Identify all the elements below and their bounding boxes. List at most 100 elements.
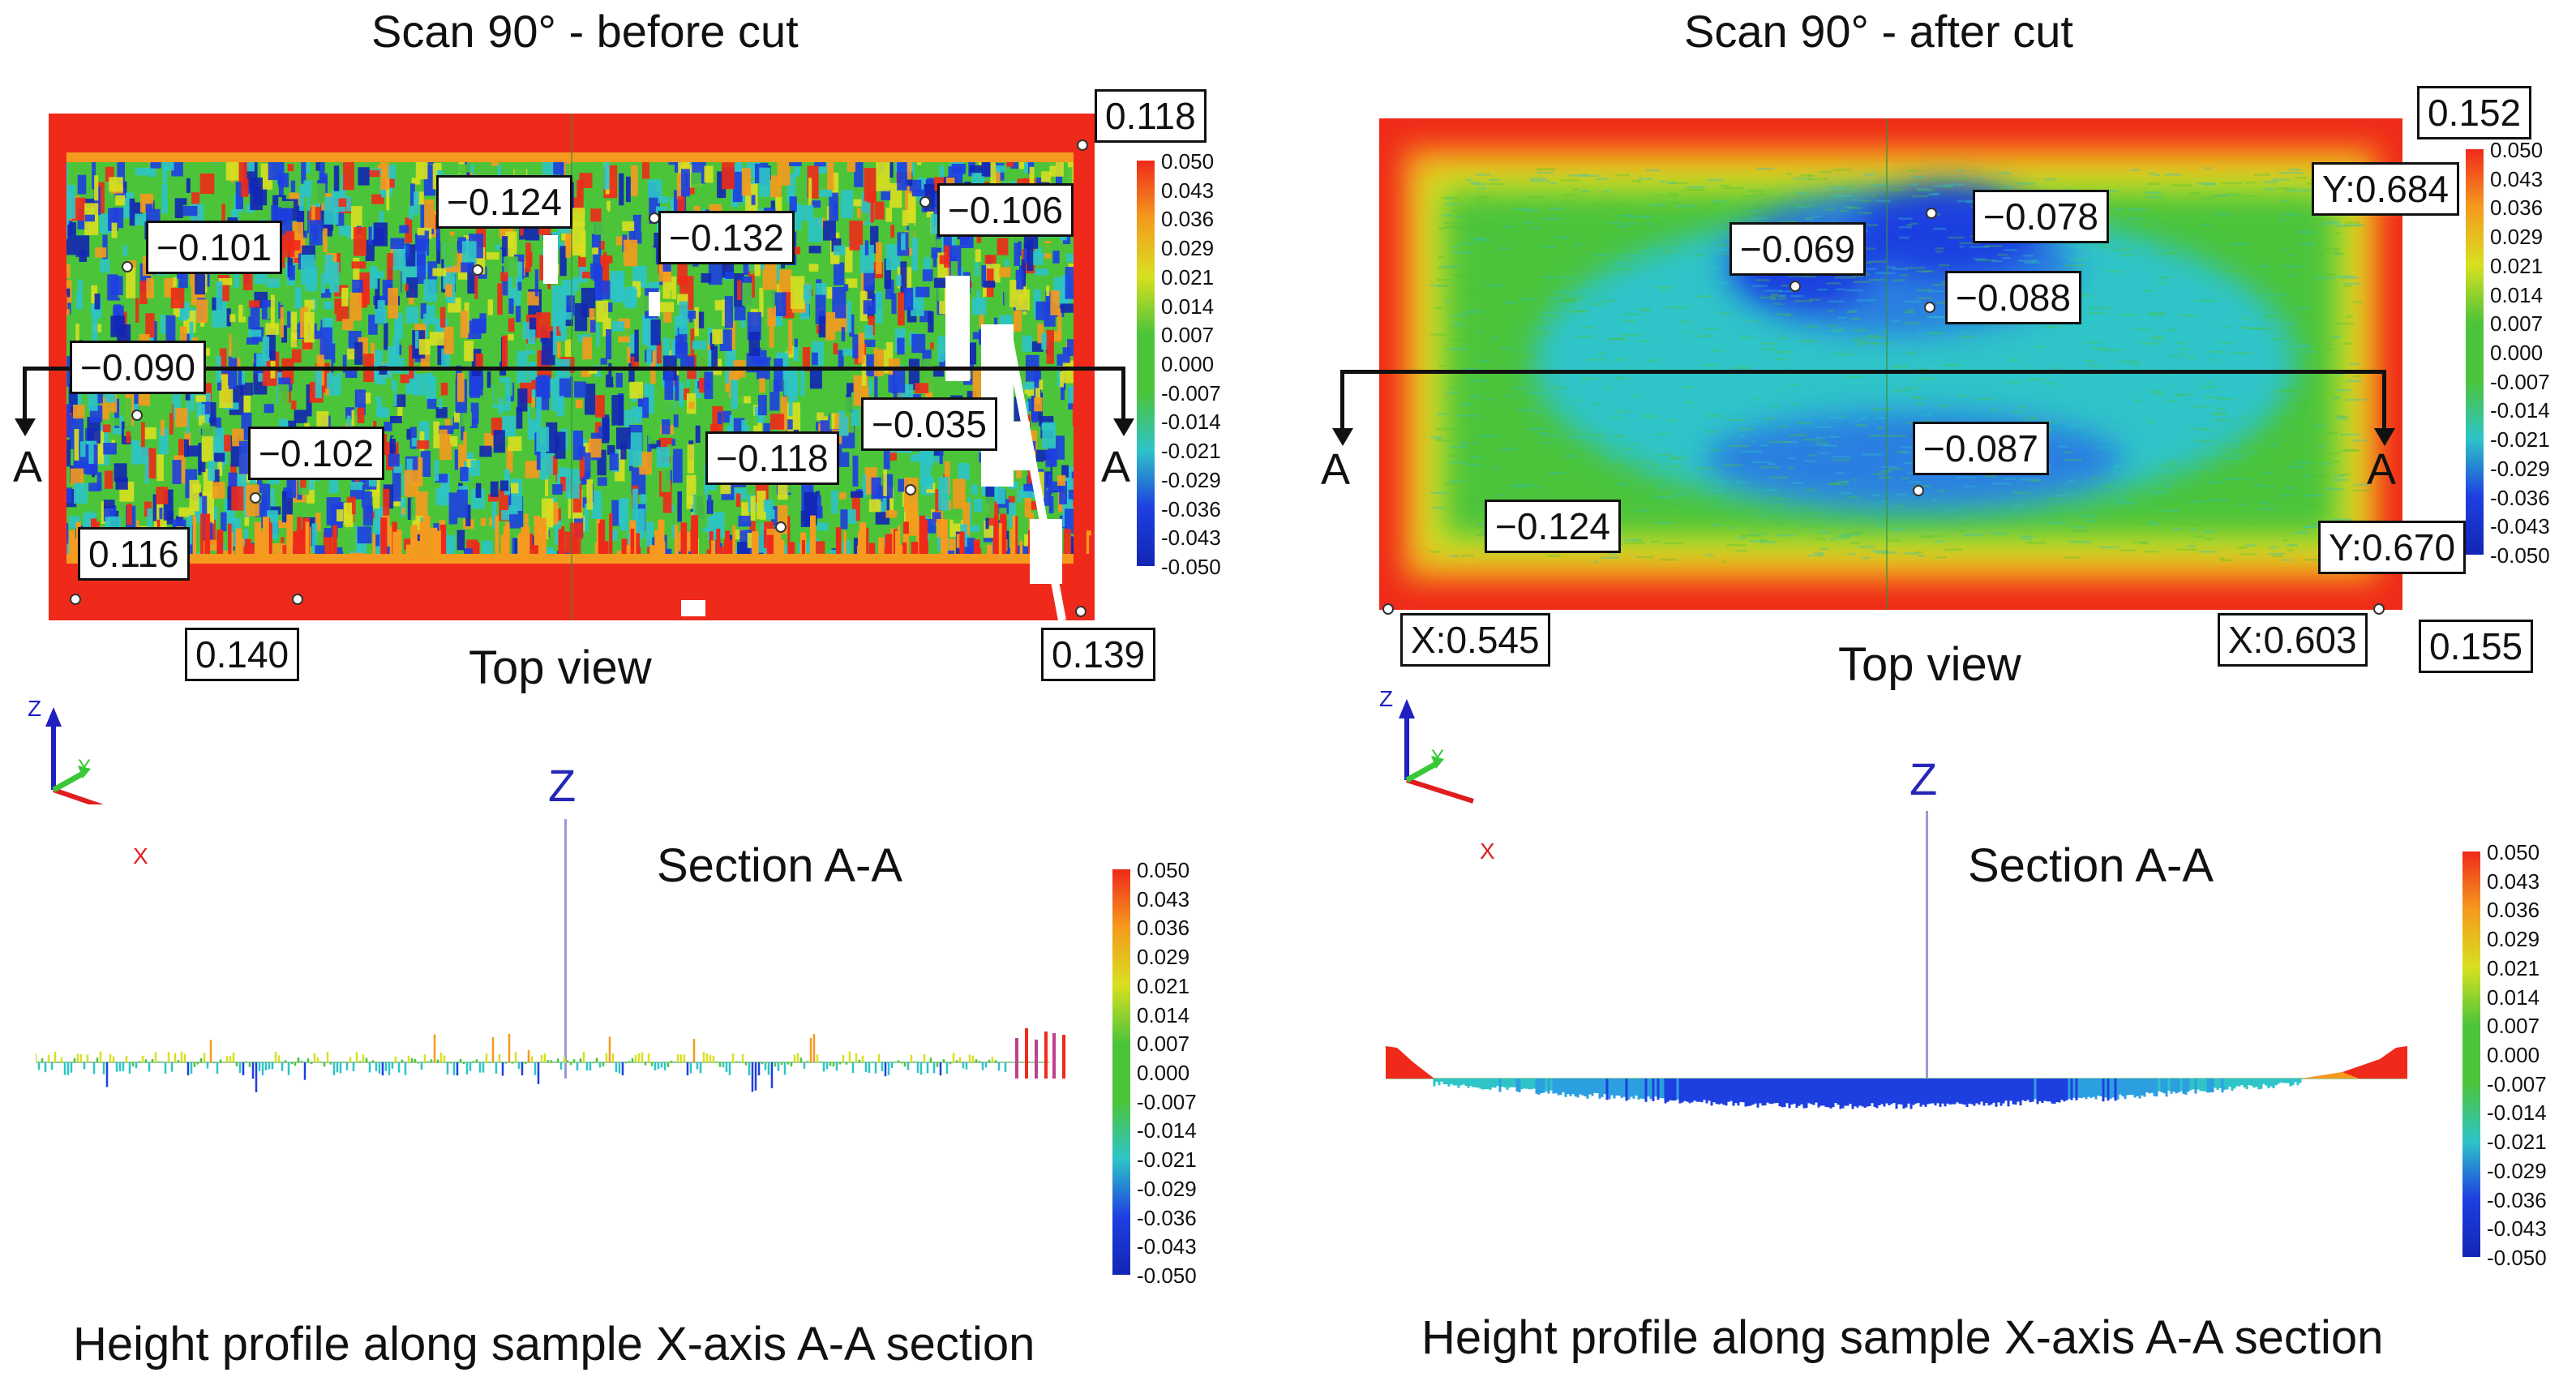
section-marker-left: A xyxy=(13,443,43,491)
callout-max-top-right: 0.118 xyxy=(1095,89,1207,143)
z-marker-line xyxy=(1926,811,1928,1095)
measure-point xyxy=(1075,606,1087,617)
measure-point xyxy=(1924,302,1935,313)
scale-tick-label: -0.050 xyxy=(2490,543,2550,568)
callout-max-top-right: 0.152 xyxy=(2417,86,2532,139)
section-line-right-drop xyxy=(1121,367,1125,422)
panel-before-cut: Scan 90° - before cut A A 0.118 −0.124 −… xyxy=(13,6,1221,1370)
scale-tick-label: -0.036 xyxy=(1161,496,1221,521)
callout-value: −0.035 xyxy=(861,397,997,451)
scale-tick-label: -0.007 xyxy=(2490,369,2550,394)
axis-triad-icon xyxy=(1399,699,1474,804)
scale-tick-label: 0.007 xyxy=(2487,1014,2540,1039)
panel-title: Scan 90° - after cut xyxy=(1684,6,2073,57)
z-marker-label: Z xyxy=(1909,753,1938,804)
scale-tick-label: 0.021 xyxy=(1137,973,1190,998)
scale-tick-label: -0.021 xyxy=(1137,1147,1197,1173)
arrow-down-icon xyxy=(1113,418,1134,436)
scale-tick-label: 0.000 xyxy=(1161,352,1215,376)
scale-tick-label: -0.007 xyxy=(2487,1071,2547,1096)
callout-coord-x: X:0.603 xyxy=(2218,613,2368,667)
scale-tick-label: -0.014 xyxy=(1161,410,1221,435)
scale-tick-label: 0.029 xyxy=(2490,225,2544,250)
scale-tick-label: -0.007 xyxy=(1161,380,1221,405)
callout-coord-x: X:0.545 xyxy=(1400,613,1550,667)
z-marker-label: Z xyxy=(548,760,576,811)
section-line-a-a xyxy=(23,367,1125,371)
arrow-down-icon xyxy=(15,418,36,436)
scale-tick-label: -0.014 xyxy=(2487,1100,2547,1126)
callout-value: −0.069 xyxy=(1729,222,1866,276)
scale-tick-label: -0.050 xyxy=(2487,1246,2547,1270)
scale-tick-label: -0.021 xyxy=(2487,1130,2547,1155)
callout-value: −0.087 xyxy=(1913,422,2049,475)
section-title: Section A-A xyxy=(657,839,903,892)
panel-after-cut: Scan 90° - after cut A A 0.152 Y:0.684 −… xyxy=(1288,0,2576,1394)
scale-tick-label: 0.050 xyxy=(1137,858,1190,882)
scale-tick-label: -0.014 xyxy=(1137,1118,1197,1143)
measure-point xyxy=(250,492,261,504)
section-profile-before-cut xyxy=(36,1028,1065,1092)
section-title: Section A-A xyxy=(1968,839,2214,892)
scale-tick-label: 0.000 xyxy=(1137,1061,1190,1085)
scale-tick-label: -0.029 xyxy=(1137,1176,1197,1201)
callout-bottom-edge: 0.140 xyxy=(185,628,300,681)
axis-x-label: X xyxy=(1480,839,1495,864)
measure-point xyxy=(1913,485,1924,496)
scale-tick-label: -0.021 xyxy=(1161,439,1221,464)
callout-value: −0.118 xyxy=(705,431,839,485)
scale-tick-label: 0.050 xyxy=(1161,149,1215,174)
arrow-down-icon xyxy=(2374,428,2395,446)
scale-tick-label: 0.036 xyxy=(1137,916,1190,941)
callout-coord-y: Y:0.670 xyxy=(2318,521,2467,574)
color-scale-bar xyxy=(2466,149,2484,555)
top-view-label: Top view xyxy=(469,641,652,694)
scale-tick-label: 0.007 xyxy=(1137,1032,1190,1057)
caption: Height profile along sample X-axis A-A s… xyxy=(73,1318,1035,1370)
scale-tick-label: 0.000 xyxy=(2490,341,2544,365)
scale-tick-label: 0.021 xyxy=(2487,955,2540,980)
scale-tick-label: -0.014 xyxy=(2490,398,2550,423)
measure-point xyxy=(919,196,931,208)
section-line-right-drop xyxy=(2382,370,2386,431)
measure-point xyxy=(292,594,303,605)
scale-tick-label: 0.050 xyxy=(2490,138,2544,162)
scale-tick-label: 0.014 xyxy=(2487,984,2540,1010)
scale-tick-label: 0.043 xyxy=(2490,166,2544,191)
section-marker-right: A xyxy=(2367,445,2397,494)
scale-tick-label: -0.050 xyxy=(1161,555,1221,579)
scale-tick-label: 0.043 xyxy=(1137,886,1190,911)
color-scale-bar xyxy=(1137,161,1155,566)
axis-y-label: Y xyxy=(1431,746,1445,768)
callout-value: −0.102 xyxy=(248,427,384,480)
scale-tick-label: 0.043 xyxy=(1161,178,1215,203)
measure-point xyxy=(70,594,81,605)
measure-point xyxy=(1382,603,1394,615)
measure-point xyxy=(2373,603,2385,615)
scale-tick-label: 0.050 xyxy=(2487,840,2540,864)
scale-tick-label: 0.014 xyxy=(2490,282,2544,307)
callout-value: −0.124 xyxy=(436,175,572,229)
callout-value: −0.088 xyxy=(1945,271,2081,324)
callout-corner-bottom-right: 0.155 xyxy=(2419,620,2534,673)
scale-tick-label: 0.029 xyxy=(1161,236,1215,261)
scale-tick-label: -0.050 xyxy=(1137,1263,1197,1288)
scale-tick-label: -0.029 xyxy=(2487,1158,2547,1183)
top-view-label: Top view xyxy=(1838,638,2021,691)
callout-value: −0.101 xyxy=(146,221,282,274)
axis-y-label: Y xyxy=(78,756,92,778)
panel-title: Scan 90° - before cut xyxy=(371,6,799,57)
measure-point xyxy=(472,264,483,276)
measure-point xyxy=(1077,139,1088,151)
callout-value: −0.132 xyxy=(658,211,795,264)
section-marker-right: A xyxy=(1101,443,1131,491)
arrow-down-icon xyxy=(1332,428,1353,446)
section-marker-left: A xyxy=(1321,445,1351,494)
callout-coord-y: Y:0.684 xyxy=(2312,162,2460,216)
scale-tick-label: -0.043 xyxy=(1137,1234,1197,1259)
scale-tick-label: -0.029 xyxy=(2490,456,2550,481)
measure-point xyxy=(1789,281,1801,292)
scale-tick-label: -0.043 xyxy=(2487,1216,2547,1242)
scale-tick-label: 0.014 xyxy=(1161,294,1215,319)
measure-point xyxy=(1926,208,1937,219)
